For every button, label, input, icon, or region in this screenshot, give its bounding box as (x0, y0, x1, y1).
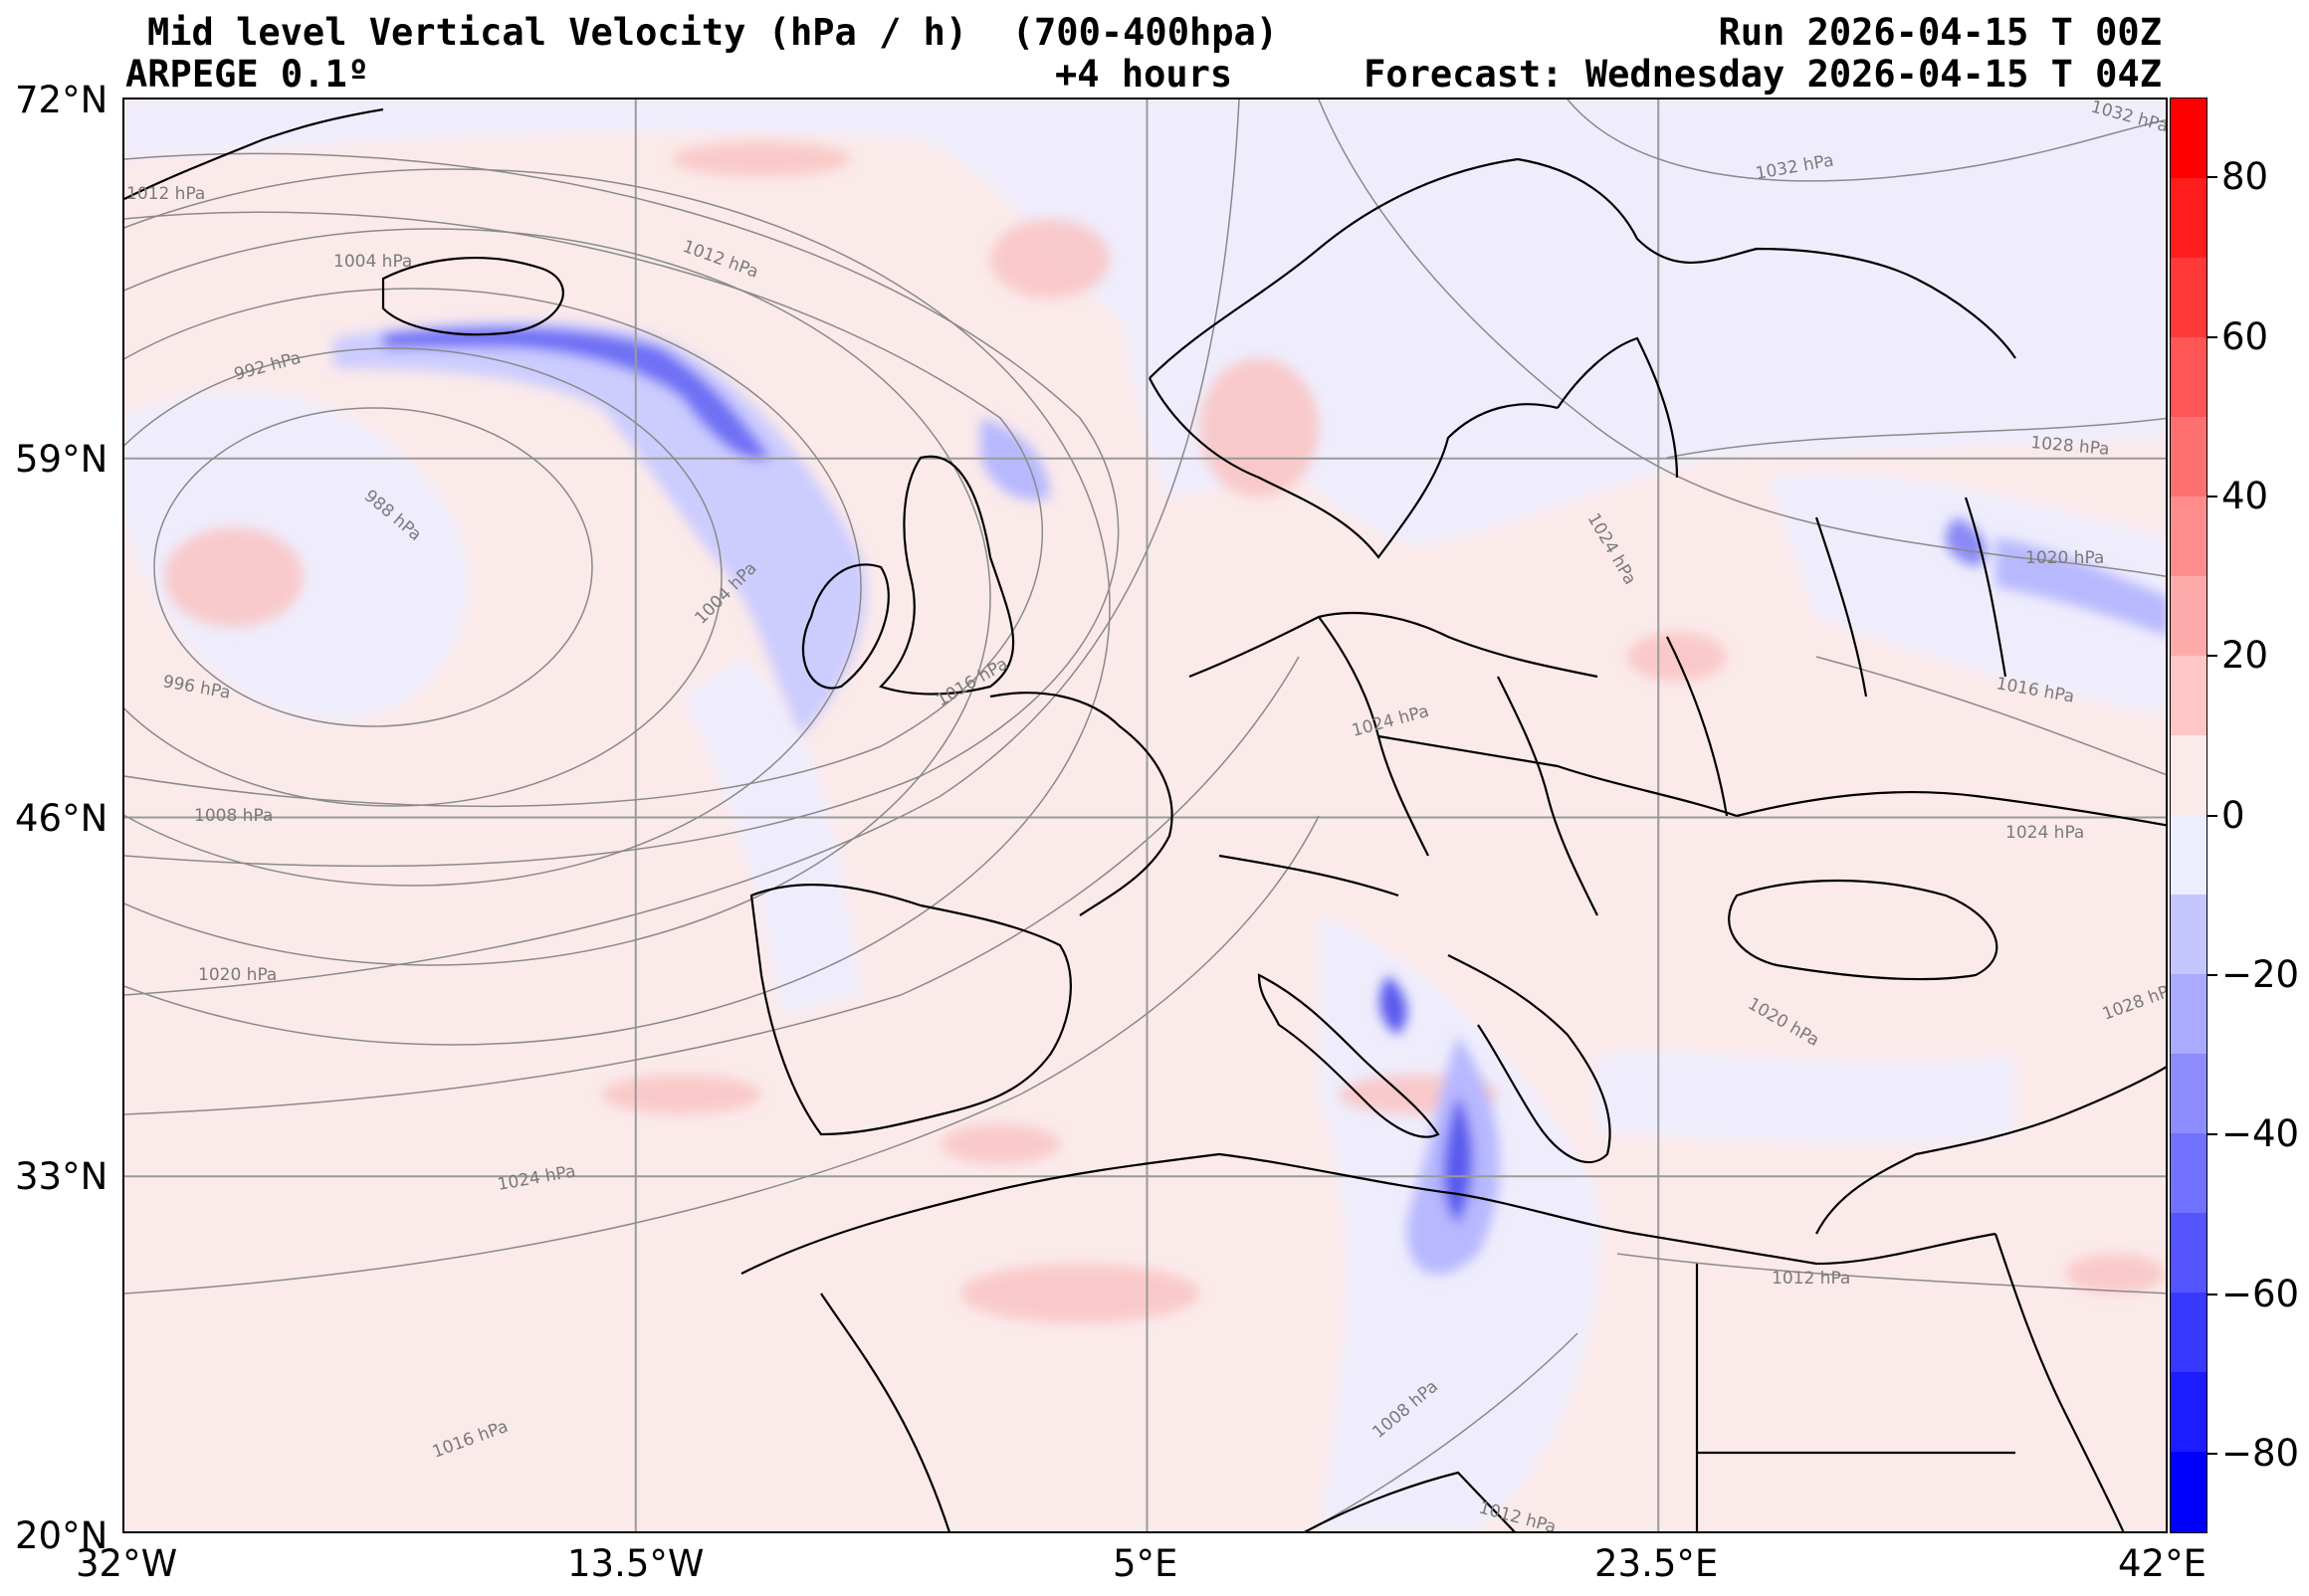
lat-label-33n: 33°N (15, 1155, 108, 1198)
border-east-1 (1666, 636, 1729, 817)
isobar-label: 1020 hPa (198, 965, 277, 985)
scandinavia-south-coast (1149, 377, 1559, 559)
isobar-1008-south (1304, 1332, 1578, 1531)
isobar-1024-east (1318, 100, 2166, 578)
lat-label-46n: 46°N (15, 797, 108, 840)
scandinavia-north-coast (1149, 157, 2016, 379)
africa-border-1 (820, 1293, 950, 1531)
isobar-1016 (124, 100, 1240, 996)
lon-label-23-5e: 23.5°E (1594, 1542, 1719, 1585)
map-area[interactable]: 1012 hPa 1012 hPa 1004 hPa 992 hPa 988 h… (122, 98, 2168, 1533)
colorbar-tick-label: 60 (2221, 314, 2269, 358)
isobar-label: 1024 hPa (2005, 823, 2084, 843)
balkans-coast (1447, 954, 1611, 1164)
isobar-label: 1020 hPa (2025, 548, 2104, 568)
lat-label-72n: 72°N (15, 79, 108, 121)
isobar-1012-south (1616, 1253, 2166, 1295)
colorbar-tick-mark (2207, 495, 2217, 498)
colorbar-tick-label: 20 (2221, 634, 2269, 678)
colorbar-tick-mark (2207, 335, 2217, 338)
colorbar-tick-mark (2207, 814, 2217, 817)
border-central (1377, 734, 1738, 818)
colorbar-tick-label: 0 (2221, 793, 2245, 837)
isobar-988 (153, 407, 593, 727)
africa-border-2 (1304, 1471, 1516, 1531)
forecast-label: Forecast: Wednesday 2026-04-15 T 04Z (1364, 53, 2162, 96)
isobar-996 (124, 288, 862, 887)
ireland-coast (801, 563, 890, 690)
colorbar-tick-mark (2207, 176, 2217, 179)
greenland-coast (124, 107, 384, 200)
isobar-1016-east (1815, 656, 2166, 776)
weak-subsidence-patches (164, 141, 2165, 1323)
colorbar-tick-label: 80 (2221, 155, 2269, 199)
graticule (124, 100, 2166, 1531)
britain-coast (878, 455, 1015, 696)
isobar-label: 1008 hPa (194, 806, 273, 826)
isobar-1004 (124, 168, 1111, 1046)
france-coast (989, 692, 1173, 916)
colorbar-tick-mark (2207, 973, 2217, 976)
vertical-velocity-map: 1012 hPa 1012 hPa 1004 hPa 992 hPa 988 h… (124, 100, 2166, 1531)
isobar-992 (124, 347, 723, 807)
colorbar-tick-mark (2207, 1452, 2217, 1455)
lat-label-59n: 59°N (15, 438, 108, 481)
black-sea-coast (1728, 879, 1998, 981)
isobar-1012 (124, 152, 1120, 868)
isobar-label: 1012 hPa (1772, 1269, 1850, 1289)
isobar-label: 1012 hPa (126, 184, 205, 204)
isobar-1032 (1567, 100, 2166, 182)
lon-label-32w: 32°W (76, 1542, 178, 1585)
iberia-coast (749, 884, 1072, 1136)
italy-coast (1257, 973, 1440, 1138)
colorbar-tick-label: −20 (2221, 952, 2300, 996)
isobar-1000 (124, 228, 991, 966)
lon-label-13-5w: 13.5°W (567, 1542, 705, 1585)
colorbar-tick-mark (2207, 1133, 2217, 1136)
border-poland (1497, 676, 1598, 916)
colorbar-tick-mark (2207, 1293, 2217, 1296)
turkey-coast (1815, 1066, 2166, 1235)
colorbar (2170, 98, 2207, 1533)
colorbar-tick-label: 40 (2221, 474, 2269, 517)
model-label: ARPEGE 0.1º (125, 53, 370, 96)
frontal-ascent-band (333, 320, 2166, 1275)
colorbar-gradient (2171, 99, 2206, 1532)
colorbar-tick-label: −40 (2221, 1112, 2300, 1156)
run-label: Run 2026-04-15 T 00Z (1718, 11, 2162, 54)
north-africa-coast (740, 1152, 1996, 1275)
isobar-1024 (124, 815, 1320, 1295)
border-east-2 (1814, 516, 1868, 698)
chart-title: Mid level Vertical Velocity (hPa / h) (7… (147, 11, 1279, 54)
lon-label-42e: 42°E (2118, 1542, 2206, 1585)
isobar-1008 (124, 211, 1043, 808)
colorbar-tick-mark (2207, 655, 2217, 658)
lat-label-20n: 20°N (15, 1514, 108, 1557)
isobar-1028 (1666, 417, 2166, 459)
border-alps (1218, 854, 1399, 898)
isobar-1020 (124, 656, 1300, 1115)
gulf-of-bothnia (1557, 336, 1679, 479)
isobar-label: 1004 hPa (333, 252, 412, 272)
red-sea-coast (1994, 1233, 2125, 1531)
border-east-3 (1964, 497, 2007, 678)
colorbar-tick-label: −80 (2221, 1431, 2300, 1475)
colorbar-tick-label: −60 (2221, 1272, 2300, 1315)
coastlines (124, 107, 2166, 1531)
border-ukraine (1736, 790, 2166, 827)
lon-label-5e: 5°E (1113, 1542, 1178, 1585)
isobars (124, 100, 2166, 1531)
north-sea-coast (1188, 611, 1598, 679)
lead-time-label: +4 hours (1055, 53, 1233, 96)
iceland-coast (381, 256, 564, 336)
